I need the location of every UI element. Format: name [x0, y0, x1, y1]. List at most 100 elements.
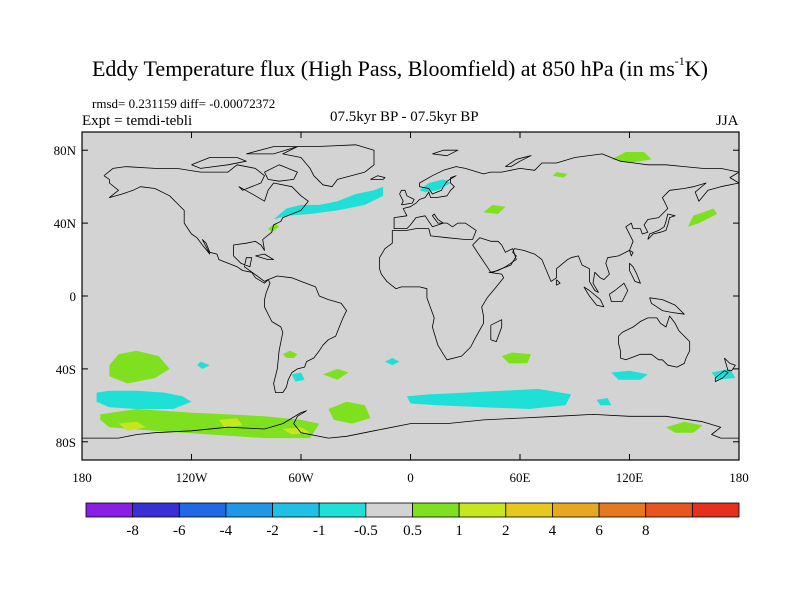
coastline-baffin [264, 164, 298, 182]
colorbar-swatch [225, 502, 273, 518]
coastline-sumatra-borneo [583, 286, 605, 308]
region-south-pacific-west-positive [109, 350, 170, 384]
coastline-new-zealand [724, 357, 736, 372]
title-end: K) [684, 56, 708, 81]
colorbar-label: -4 [220, 523, 233, 539]
coastline-japan [647, 213, 676, 240]
season-label: JJA [716, 113, 739, 129]
coastline-taiwan-hainan [629, 250, 634, 257]
region-japan-sea-positive [687, 208, 718, 227]
region-tasman-negative [711, 368, 736, 380]
colorbar-label: 8 [642, 523, 650, 539]
region-southern-indian-negative [406, 388, 572, 409]
colorbar-swatch [458, 502, 507, 518]
region-east-coast-us-positive [268, 223, 280, 233]
region-antarctic-yellow-2 [218, 418, 243, 428]
coastline-greenland [282, 144, 375, 188]
coastline-borneo [609, 282, 629, 302]
region-south-indian-east-negative [611, 370, 648, 380]
coastline-iceland [370, 175, 386, 180]
region-south-pacific-mid-negative [197, 361, 210, 369]
coastline-philippines [629, 262, 641, 284]
colorbar-label: -2 [266, 523, 279, 539]
coastlines [82, 144, 740, 439]
coastline-canadian-archipelago [191, 157, 247, 169]
colorbar-label: 2 [502, 523, 510, 539]
x-tick-label: 60E [510, 470, 531, 485]
title-main: Eddy Temperature flux (High Pass, Bloomf… [91, 56, 675, 81]
x-tick-label: 120E [616, 470, 644, 485]
colorbar: -8 -6 -4 -2 -1 -0.5 0.5 1 2 4 6 8 [85, 502, 740, 539]
map-area [81, 131, 740, 461]
region-south-indian-small-negative [596, 398, 612, 406]
colorbar-swatch [598, 502, 647, 518]
colorbar-swatch [365, 502, 413, 518]
coastline-new-guinea [649, 297, 685, 315]
colorbar-label: -0.5 [354, 523, 378, 539]
region-antarctic-indian-positive [666, 421, 703, 433]
x-tick-label: 60W [288, 470, 314, 485]
colorbar-swatch [505, 502, 553, 518]
coastline-cuba [255, 253, 275, 261]
period-label: 07.5kyr BP - 07.5kyr BP [330, 109, 479, 125]
colorbar-swatch [85, 502, 134, 518]
map-title: Eddy Temperature flux (High Pass, Bloomf… [0, 53, 800, 82]
region-south-atlantic-positive [322, 368, 349, 380]
colorbar-swatch [691, 502, 740, 518]
region-north-atlantic-negative [273, 186, 384, 220]
x-tick-label: 180 [729, 470, 749, 485]
coastline-eurasia-africa [379, 153, 740, 361]
colorbar-label: 4 [549, 523, 557, 539]
coastline-madagascar [490, 319, 503, 343]
coastline-britain [399, 189, 415, 206]
x-tick-label: 180 [72, 470, 92, 485]
title-superscript: -1 [674, 53, 685, 68]
colorbar-swatch [645, 502, 693, 518]
colorbar-swatch [178, 502, 227, 518]
coastline-red-sea-arabia [472, 237, 517, 273]
x-tick-label: 0 [407, 470, 414, 485]
colorbar-label: -1 [313, 523, 326, 539]
coastline-antarctica [82, 410, 739, 439]
y-axis: 80N 40N 0 40S 80S [54, 143, 739, 450]
coastline-ellesmere [246, 146, 298, 155]
coastline-north-america [103, 164, 309, 284]
coastline-svalbard [432, 149, 459, 157]
coastline-sri-lanka [556, 279, 561, 286]
region-kara-sea-positive [552, 172, 568, 178]
coastline-novaya-zemlya [505, 155, 532, 168]
region-argentina-negative [291, 372, 305, 382]
y-tick-label: 40N [54, 216, 77, 231]
coastline-new-zealand-south [714, 370, 729, 383]
y-tick-label: 40S [56, 362, 76, 377]
y-tick-label: 80S [56, 435, 76, 450]
region-antarctic-coast-positive-west [100, 409, 320, 439]
colorbar-swatch [552, 502, 600, 518]
colorbar-swatch [412, 502, 460, 518]
colorbar-swatch [132, 502, 180, 518]
y-tick-label: 80N [54, 143, 77, 158]
region-antarctic-yellow-1 [118, 421, 146, 431]
region-scandinavia-negative [419, 179, 451, 193]
region-southern-ocean-pacific-negative [96, 390, 192, 409]
colorbar-label: 0.5 [403, 523, 422, 539]
region-weddell-positive [328, 401, 371, 424]
colorbar-label: -6 [173, 523, 186, 539]
colorbar-label: 1 [455, 523, 463, 539]
colorbar-swatch [318, 502, 367, 518]
x-tick-label: 120W [176, 470, 209, 485]
coastline-south-america [264, 275, 348, 394]
x-axis: 180 120W 60W 0 60E 120E 180 [72, 132, 749, 485]
stats-text: rmsd= 0.231159 diff= -0.00072372 [92, 96, 276, 111]
region-south-africa-east-positive [501, 352, 531, 364]
region-central-asia-positive [483, 204, 506, 214]
experiment-label: Expt = temdi-tebli [82, 113, 193, 129]
colorbar-label: 6 [595, 523, 603, 539]
region-arctic-siberia-positive [611, 152, 652, 163]
coastline-australia [618, 315, 691, 368]
colorbar-swatch [272, 502, 320, 518]
region-antarctic-yellow-3 [282, 427, 311, 435]
region-mid-atlantic-negative [385, 358, 400, 366]
region-south-pacific-east-positive [282, 350, 298, 358]
